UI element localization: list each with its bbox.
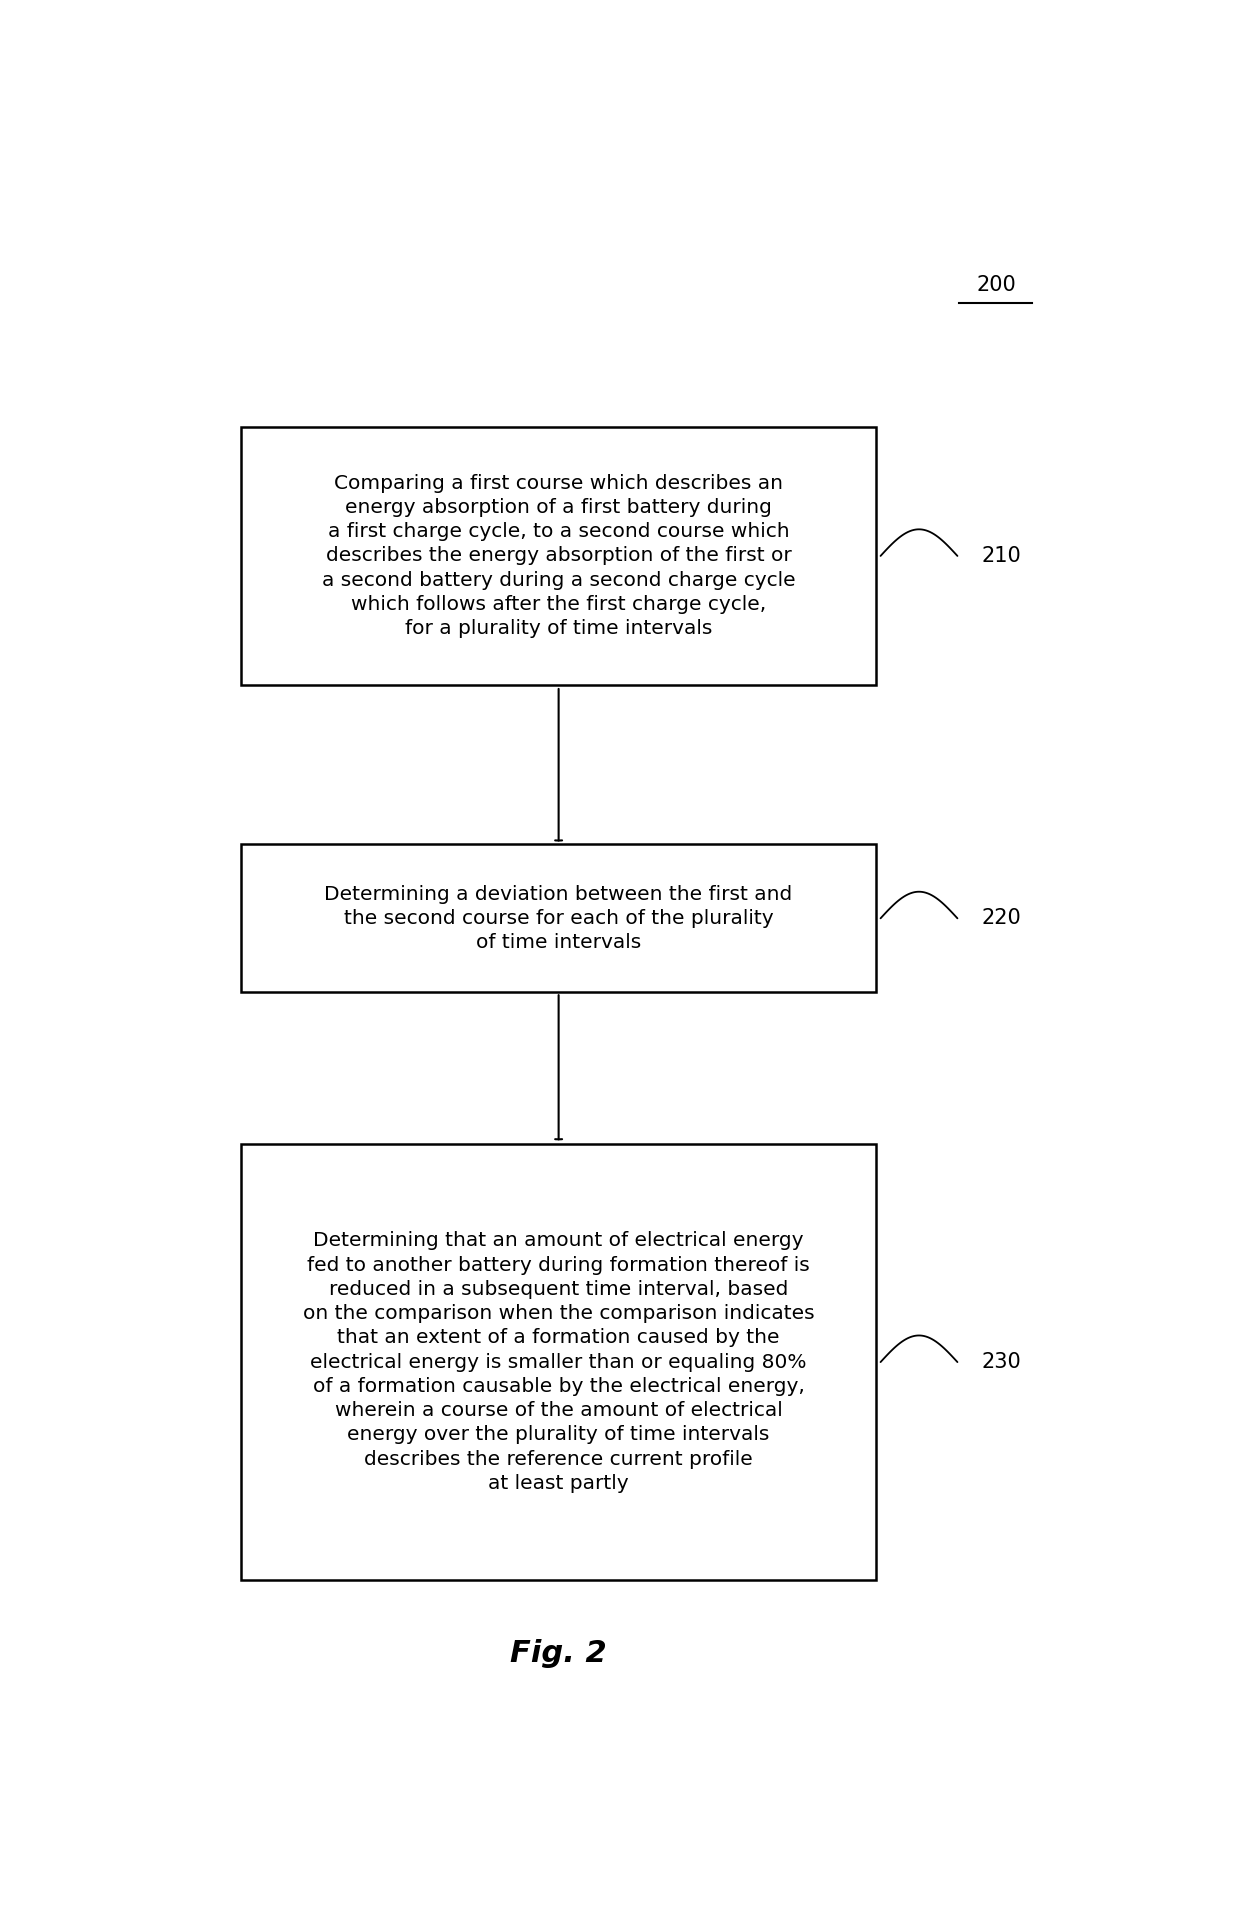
- Text: 210: 210: [982, 546, 1022, 567]
- FancyBboxPatch shape: [242, 426, 875, 686]
- Text: Comparing a first course which describes an
energy absorption of a first battery: Comparing a first course which describes…: [322, 474, 795, 638]
- Text: Determining a deviation between the first and
the second course for each of the : Determining a deviation between the firs…: [325, 884, 792, 953]
- Text: 230: 230: [982, 1352, 1022, 1372]
- Text: 200: 200: [976, 275, 1016, 296]
- FancyBboxPatch shape: [242, 1143, 875, 1581]
- Text: Fig. 2: Fig. 2: [510, 1639, 608, 1667]
- Text: Determining that an amount of electrical energy
fed to another battery during fo: Determining that an amount of electrical…: [303, 1231, 815, 1493]
- Text: 220: 220: [982, 909, 1022, 928]
- FancyBboxPatch shape: [242, 845, 875, 993]
